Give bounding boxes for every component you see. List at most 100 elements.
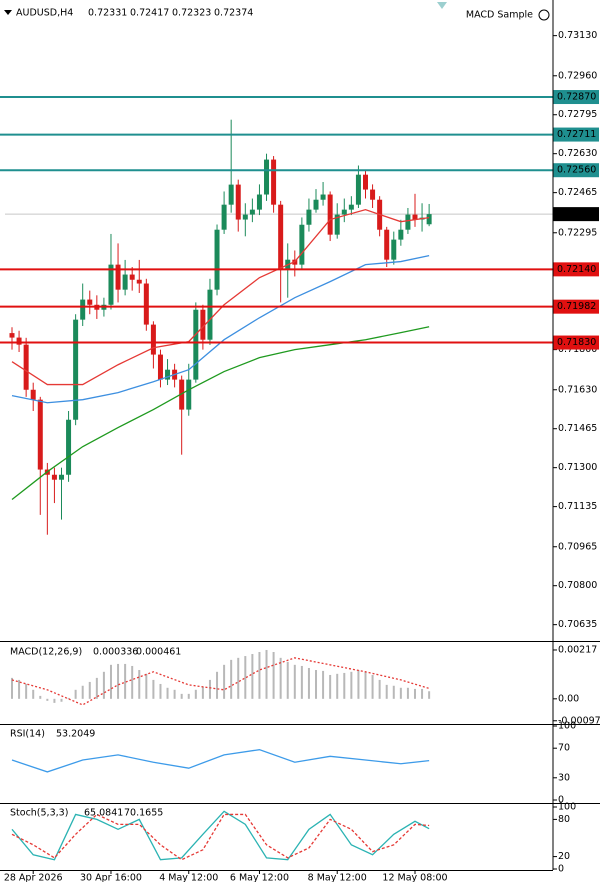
y-tick-label: 20 — [558, 851, 570, 862]
candle-body — [363, 174, 368, 190]
level-label: 0.71830 — [557, 337, 596, 348]
candle-body — [122, 274, 128, 290]
macd-bar — [385, 684, 388, 699]
y-tick-label: 80 — [558, 814, 570, 825]
macd-title: MACD(12,26,9) — [10, 647, 82, 658]
moving-average — [11, 255, 430, 404]
level-tag — [553, 299, 599, 314]
candle-body — [37, 399, 43, 470]
x-tick-label: 8 May 12:00 — [308, 873, 367, 882]
y-tick-label: 0.71630 — [558, 384, 597, 395]
indicator-line — [11, 810, 430, 861]
macd-bar — [322, 670, 325, 699]
macd-bar — [102, 671, 105, 699]
macd-bar — [428, 691, 431, 699]
candle-body — [256, 194, 262, 210]
macd-bar — [251, 654, 254, 699]
stoch-signal-value: 70.1655 — [124, 808, 163, 819]
candle-body — [398, 229, 404, 240]
macd-bar — [39, 695, 42, 699]
candle-body — [384, 229, 390, 260]
dropdown-icon[interactable] — [4, 10, 12, 15]
y-tick-label: 0.71135 — [558, 501, 597, 512]
y-tick-label: 100 — [558, 802, 576, 813]
y-tick-label: 0.71465 — [558, 423, 597, 434]
macd-bar — [166, 687, 169, 699]
macd-bar — [350, 671, 353, 699]
macd-bar — [272, 652, 275, 699]
macd-bar — [307, 667, 310, 699]
x-tick-label: 4 May 12:00 — [159, 873, 218, 882]
candle-body — [193, 309, 199, 380]
plot-layer: 0.73130 0.72960 0.72795 0.72630 0.72465 0.722… — [0, 30, 600, 875]
macd-bar — [180, 693, 183, 699]
candle-body — [9, 333, 15, 338]
candle-body — [242, 214, 248, 220]
candle-body — [108, 264, 114, 305]
level-label: 0.72560 — [557, 165, 596, 176]
y-tick-label: 0.72295 — [558, 227, 597, 238]
low-value: 0.72323 — [172, 8, 211, 19]
candle-body — [235, 184, 241, 220]
candle-body — [200, 309, 206, 340]
candle-body — [165, 369, 171, 380]
signal-line — [11, 657, 430, 706]
candle-body — [264, 159, 270, 195]
candle-body — [115, 264, 121, 290]
candle-body — [412, 214, 418, 220]
macd-bar — [293, 664, 296, 699]
candle-body — [370, 189, 376, 200]
macd-bar — [216, 671, 219, 699]
y-tick-label: 0.72960 — [558, 70, 597, 81]
macd-bar — [315, 670, 318, 699]
x-tick-label: 12 May 08:00 — [382, 873, 447, 882]
high-value: 0.72417 — [130, 8, 169, 19]
x-tick-label: 30 Apr 16:00 — [80, 873, 142, 882]
macd-bar — [109, 664, 112, 699]
candle-body — [355, 174, 361, 205]
candle-body — [87, 299, 93, 305]
candle-body — [426, 214, 432, 225]
candle-body — [327, 194, 333, 235]
macd-bar — [208, 679, 211, 699]
level-label: 0.72140 — [557, 264, 596, 275]
macd-bar — [74, 689, 77, 699]
moving-average — [11, 208, 430, 386]
macd-bar — [32, 689, 35, 699]
expert-name: MACD Sample — [466, 10, 533, 21]
macd-bar — [421, 688, 424, 699]
macd-bar — [343, 672, 346, 699]
expert-icon[interactable] — [538, 9, 550, 21]
macd-bar — [138, 670, 141, 699]
y-tick-label: 0.72795 — [558, 109, 597, 120]
y-tick-label: 0.72465 — [558, 187, 597, 198]
macd-bar — [194, 689, 197, 699]
candle-body — [150, 324, 156, 355]
macd-bar — [124, 663, 127, 699]
macd-bar — [392, 685, 395, 699]
level-tag — [553, 262, 599, 277]
y-tick-label: 0.73130 — [558, 30, 597, 41]
macd-bar — [258, 652, 261, 699]
moving-average — [11, 326, 430, 501]
macd-bar — [406, 687, 409, 699]
macd-bar — [11, 677, 13, 699]
macd-bar — [223, 664, 226, 699]
macd-bar — [378, 679, 381, 699]
candle-body — [186, 379, 192, 410]
candle-body — [271, 159, 277, 205]
candle-body — [136, 279, 142, 284]
candle-body — [157, 354, 163, 380]
macd-bar — [25, 683, 28, 699]
macd-bar — [159, 683, 162, 699]
candle-body — [299, 224, 305, 265]
x-tick-label: 28 Apr 2026 — [4, 873, 63, 882]
macd-bar — [187, 693, 190, 699]
candle-body — [306, 209, 312, 225]
candle-body — [228, 184, 234, 205]
macd-bar — [286, 661, 289, 699]
price-tag — [553, 207, 599, 222]
macd-bar — [201, 686, 204, 699]
